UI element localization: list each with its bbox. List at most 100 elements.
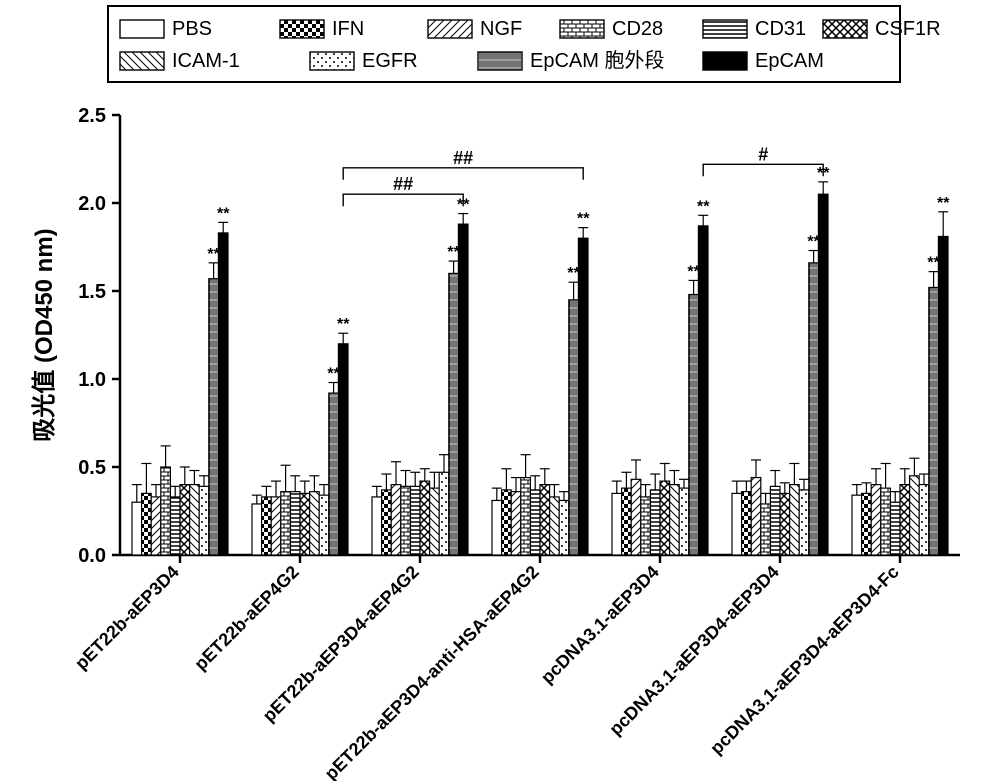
legend-swatch-IFN <box>280 20 324 38</box>
comparison-label: # <box>758 144 768 164</box>
bar-ICAM1 <box>910 476 920 555</box>
legend-label-NGF: NGF <box>480 18 522 40</box>
significance-marker: ** <box>687 263 700 280</box>
y-tick-label: 2.0 <box>78 193 106 215</box>
bar-CD31 <box>410 486 420 555</box>
bar-EpCAM_ext <box>209 279 219 555</box>
y-tick-label: 2.5 <box>78 105 106 127</box>
significance-marker: ** <box>927 255 940 272</box>
bar-IFN <box>382 490 392 555</box>
x-category-label: pET22b-aEP3D4 <box>71 562 183 674</box>
x-category-label: pcDNA3.1-aEP3D4 <box>537 562 663 688</box>
significance-marker: ** <box>807 234 820 251</box>
bar-NGF <box>631 479 641 555</box>
bar-CD28 <box>401 486 411 555</box>
legend-label-EpCAM: EpCAM <box>755 50 824 72</box>
legend-swatch-PBS <box>120 20 164 38</box>
bar-CD31 <box>770 486 780 555</box>
bar-CD31 <box>890 502 900 555</box>
bar-EpCAM <box>458 224 468 555</box>
figure-container: PBSIFNNGFCD28CD31CSF1RICAM-1EGFREpCAM 胞外… <box>0 0 1000 781</box>
legend-swatch-CSF1R <box>823 20 867 38</box>
legend-label-CSF1R: CSF1R <box>875 18 941 40</box>
bar-IFN <box>622 488 632 555</box>
bar-CD28 <box>281 492 291 555</box>
bar-ICAM1 <box>670 485 680 555</box>
legend-swatch-ICAM1 <box>120 52 164 70</box>
bar-EGFR <box>319 495 329 555</box>
bar-EpCAM <box>218 233 228 555</box>
bar-EpCAM_ext <box>569 300 579 555</box>
bar-NGF <box>271 497 281 555</box>
bar-PBS <box>132 502 142 555</box>
bar-ICAM1 <box>190 485 200 555</box>
bar-CD28 <box>881 488 891 555</box>
bar-CD28 <box>521 478 531 555</box>
bar-EpCAM_ext <box>449 273 459 555</box>
bar-EGFR <box>679 488 689 555</box>
bar-EpCAM_ext <box>809 263 819 555</box>
bar-PBS <box>252 504 262 555</box>
legend-label-EGFR: EGFR <box>362 50 418 72</box>
legend-label-CD28: CD28 <box>612 18 663 40</box>
legend-swatch-CD28 <box>560 20 604 38</box>
significance-marker: ** <box>577 211 590 228</box>
x-category-label: pET22b-aEP4G2 <box>190 562 302 674</box>
bar-CSF1R <box>540 485 550 555</box>
bar-EpCAM <box>338 344 348 555</box>
bar-PBS <box>732 493 742 555</box>
bar-PBS <box>852 495 862 555</box>
y-tick-label: 1.5 <box>78 281 106 303</box>
legend-label-CD31: CD31 <box>755 18 806 40</box>
bar-PBS <box>612 493 622 555</box>
legend-swatch-EpCAM <box>703 52 747 70</box>
bar-CD31 <box>650 490 660 555</box>
bar-CSF1R <box>180 485 190 555</box>
legend-swatch-EGFR <box>310 52 354 70</box>
legend-swatch-EpCAM_ext <box>478 52 522 70</box>
bar-chart: PBSIFNNGFCD28CD31CSF1RICAM-1EGFREpCAM 胞外… <box>0 0 1000 781</box>
bar-EpCAM <box>698 226 708 555</box>
legend-swatch-CD31 <box>703 20 747 38</box>
y-tick-label: 0.5 <box>78 457 106 479</box>
significance-marker: ** <box>697 198 710 215</box>
bar-EGFR <box>559 500 569 555</box>
bar-IFN <box>142 493 152 555</box>
comparison-bracket <box>343 168 583 180</box>
comparison-label: ## <box>393 174 413 194</box>
bar-IFN <box>862 493 872 555</box>
bar-IFN <box>502 490 512 555</box>
x-category-label: pET22b-aEP3D4-anti-HSA-aEP4G2 <box>321 562 543 781</box>
significance-marker: ** <box>447 244 460 261</box>
bar-CD28 <box>641 497 651 555</box>
comparison-bracket <box>703 164 823 176</box>
bar-CD31 <box>290 492 300 555</box>
significance-marker: ** <box>327 366 340 383</box>
bar-EGFR <box>799 490 809 555</box>
bar-CSF1R <box>300 493 310 555</box>
significance-marker: ** <box>207 246 220 263</box>
bar-IFN <box>742 492 752 555</box>
y-tick-label: 0.0 <box>78 545 106 567</box>
x-category-label: pcDNA3.1-aEP3D4-aEP3D4-Fc <box>706 562 903 759</box>
significance-marker: ** <box>937 195 950 212</box>
bar-NGF <box>751 478 761 555</box>
bar-EpCAM_ext <box>329 393 339 555</box>
significance-marker: ** <box>217 205 230 222</box>
comparison-label: ## <box>453 148 473 168</box>
bar-EGFR <box>439 472 449 555</box>
bar-CSF1R <box>900 485 910 555</box>
bar-CD31 <box>530 490 540 555</box>
bar-ICAM1 <box>550 497 560 555</box>
legend-swatch-NGF <box>428 20 472 38</box>
bar-ICAM1 <box>310 492 320 555</box>
bar-EGFR <box>199 486 209 555</box>
significance-marker: ** <box>567 265 580 282</box>
bar-NGF <box>151 497 161 555</box>
comparison-bracket <box>343 194 463 206</box>
bar-ICAM1 <box>430 488 440 555</box>
bar-CSF1R <box>660 481 670 555</box>
legend-label-ICAM1: ICAM-1 <box>172 50 240 72</box>
bar-CSF1R <box>780 493 790 555</box>
bar-EpCAM <box>578 238 588 555</box>
